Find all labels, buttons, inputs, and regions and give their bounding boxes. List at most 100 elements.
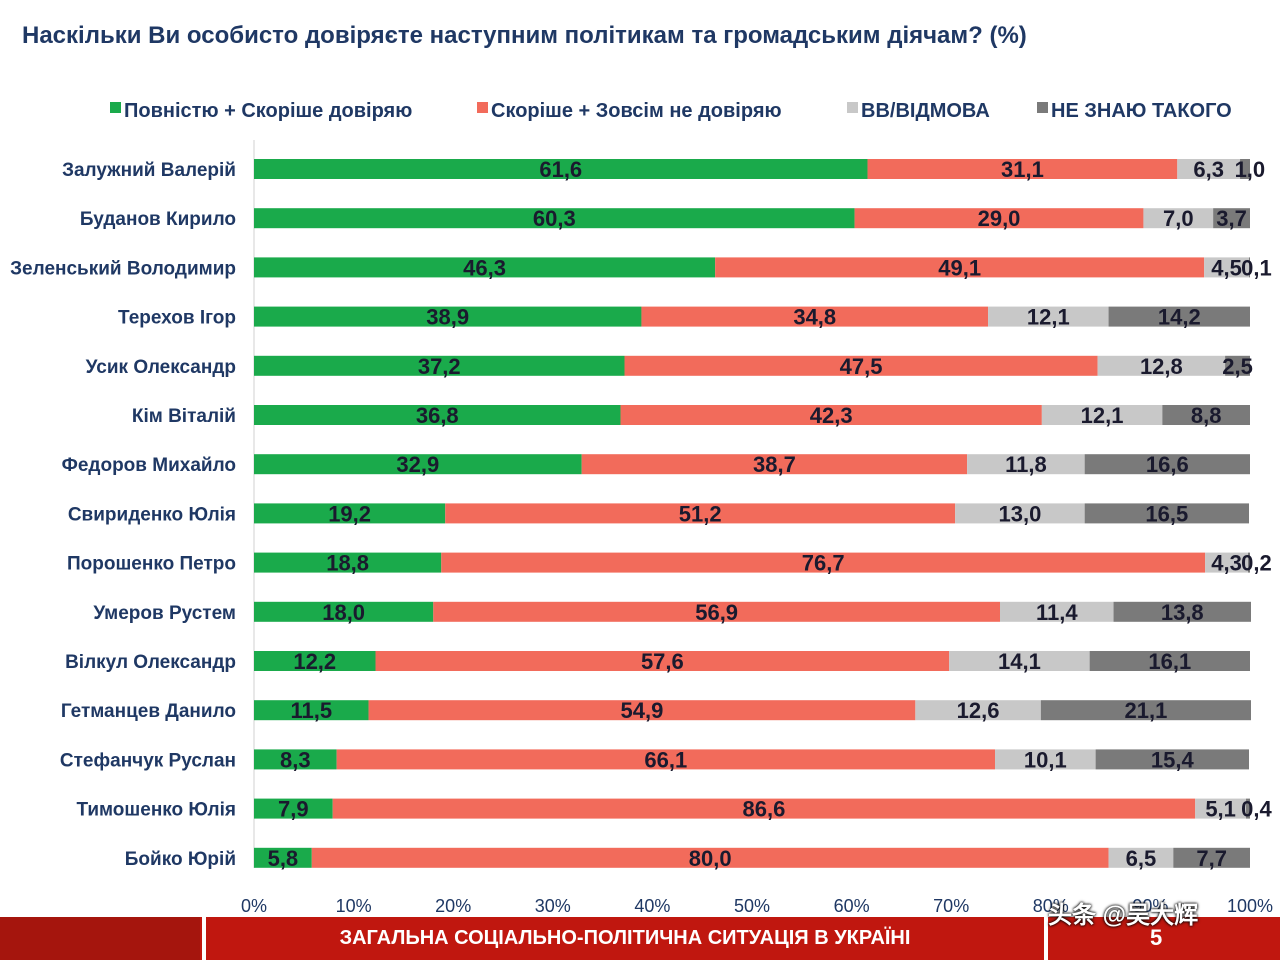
bar-segment xyxy=(1213,208,1250,229)
category-label: Свириденко Юлія xyxy=(68,504,236,525)
bar-segment xyxy=(254,700,369,721)
data-label: 12,8 xyxy=(1140,354,1183,379)
chart-title: Наскільки Ви особисто довіряєте наступни… xyxy=(22,22,1027,49)
data-label: 32,9 xyxy=(396,452,439,477)
data-label: 36,8 xyxy=(416,403,459,428)
data-label: 76,7 xyxy=(802,551,845,576)
bar-segment xyxy=(1084,454,1250,475)
x-tick-label: 60% xyxy=(834,896,870,916)
x-tick-label: 0% xyxy=(241,896,267,916)
category-label: Залужний Валерій xyxy=(62,160,236,181)
data-label: 42,3 xyxy=(810,403,853,428)
data-label: 66,1 xyxy=(644,747,687,772)
watermark: 头条 @吴大辉 xyxy=(1048,902,1199,929)
legend-label: НЕ ЗНАЮ ТАКОГО xyxy=(1051,100,1232,122)
data-label: 60,3 xyxy=(533,206,576,231)
category-label: Кім Віталій xyxy=(132,406,236,427)
data-label: 38,7 xyxy=(753,452,796,477)
bar-segment xyxy=(1240,159,1250,179)
bar-segment xyxy=(1162,405,1250,425)
bar-segment xyxy=(620,405,1042,425)
bar-segment xyxy=(254,798,333,819)
data-label: 12,1 xyxy=(1027,305,1070,330)
data-label: 7,7 xyxy=(1196,846,1227,871)
data-label: 0,2 xyxy=(1241,551,1272,576)
category-label: Гетманцев Данило xyxy=(61,701,236,722)
data-label: 37,2 xyxy=(418,354,461,379)
data-label: 5,8 xyxy=(268,846,299,871)
data-label: 19,2 xyxy=(328,501,371,526)
data-label: 16,6 xyxy=(1146,452,1189,477)
category-label: Федоров Михайло xyxy=(62,455,236,476)
category-label: Порошенко Петро xyxy=(67,554,236,575)
bar-segment xyxy=(1246,798,1250,819)
category-label: Зеленський Володимир xyxy=(10,258,236,279)
legend-swatch xyxy=(477,102,488,113)
legend-label: ВВ/ВІДМОВА xyxy=(861,100,990,122)
x-tick-label: 90% xyxy=(1132,896,1168,916)
bar-segment xyxy=(368,700,916,721)
category-label: Терехов Ігор xyxy=(118,308,236,329)
data-label: 12,2 xyxy=(293,649,336,674)
x-tick-label: 20% xyxy=(435,896,471,916)
bar-segment xyxy=(915,700,1041,721)
bar-segment xyxy=(854,208,1144,229)
data-label: 7,9 xyxy=(278,797,309,822)
category-label: Умеров Рустем xyxy=(93,603,236,624)
bar-segment xyxy=(1000,601,1114,622)
legend-label: Повністю + Скоріше довіряю xyxy=(124,100,412,122)
bar-segment xyxy=(254,208,855,229)
data-label: 2,5 xyxy=(1222,354,1253,379)
bar-segment xyxy=(1089,651,1250,671)
data-label: 18,0 xyxy=(322,600,365,625)
data-label: 31,1 xyxy=(1001,157,1044,182)
page-number: 5 xyxy=(1150,925,1163,950)
bar-segment xyxy=(445,503,956,524)
x-tick-label: 40% xyxy=(634,896,670,916)
x-tick-label: 50% xyxy=(734,896,770,916)
data-label: 15,4 xyxy=(1151,747,1195,772)
data-label: 10,1 xyxy=(1024,747,1067,772)
data-label: 4,5 xyxy=(1211,255,1242,280)
data-label: 80,0 xyxy=(689,846,732,871)
bar-segment xyxy=(254,847,312,868)
bar-segment xyxy=(1249,257,1250,278)
footer-bar: ЗАГАЛЬНА СОЦІАЛЬНО-ПОЛІТИЧНА СИТУАЦІЯ В … xyxy=(0,917,1280,960)
bar-segment xyxy=(254,355,625,376)
bar-segment xyxy=(1204,257,1250,278)
data-label: 13,8 xyxy=(1161,600,1204,625)
category-label: Усик Олександр xyxy=(86,357,236,378)
category-label: Буданов Кирило xyxy=(80,209,236,230)
x-tick-label: 70% xyxy=(933,896,969,916)
bar-segment xyxy=(332,798,1196,819)
x-tick-label: 80% xyxy=(1033,896,1069,916)
bar-segment xyxy=(254,503,446,524)
legend-swatch xyxy=(110,102,121,113)
bar-segment xyxy=(641,306,989,327)
bar-segment xyxy=(867,159,1178,179)
data-label: 61,6 xyxy=(539,157,582,182)
data-label: 4,3 xyxy=(1211,551,1242,576)
bar-segment xyxy=(254,749,337,770)
footer-title: ЗАГАЛЬНА СОЦІАЛЬНО-ПОЛІТИЧНА СИТУАЦІЯ В … xyxy=(339,927,911,949)
category-label: Вілкул Олександр xyxy=(65,652,236,673)
bar-segment xyxy=(1195,798,1247,819)
stacked-bar-chart: Повністю + Скоріше довіряю Скоріше + Зовс… xyxy=(10,100,1273,916)
data-label: 51,2 xyxy=(679,501,722,526)
bar-segment xyxy=(254,651,376,671)
bar-segment xyxy=(1084,503,1250,524)
data-label: 11,4 xyxy=(1036,600,1078,625)
data-label: 34,8 xyxy=(793,305,836,330)
bar-segment xyxy=(1041,405,1163,425)
bar-segment xyxy=(1113,601,1251,622)
data-label: 0,1 xyxy=(1241,255,1272,280)
bar-segment xyxy=(1108,306,1250,327)
legend-swatch xyxy=(1037,102,1048,113)
data-label: 57,6 xyxy=(641,649,684,674)
data-label: 46,3 xyxy=(463,255,506,280)
x-tick-label: 10% xyxy=(336,896,372,916)
bar-segment xyxy=(1248,552,1250,573)
bar-segment xyxy=(1108,847,1174,868)
bar-segment xyxy=(254,601,434,622)
data-label: 12,1 xyxy=(1081,403,1124,428)
